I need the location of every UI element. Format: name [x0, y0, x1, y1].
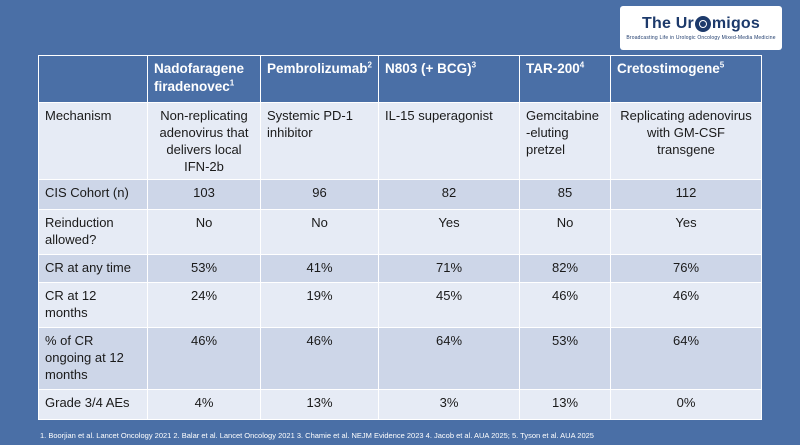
table-row: Reinduction allowed? No No Yes No Yes	[38, 209, 762, 255]
table-cell: 45%	[378, 282, 520, 328]
table-cell: Non-replicating adenovirus that delivers…	[147, 102, 261, 180]
table-cell: 53%	[519, 327, 611, 390]
logo-mark-icon	[694, 16, 711, 32]
logo-title-suffix: migos	[711, 15, 760, 32]
table-row: CIS Cohort (n) 103 96 82 85 112	[38, 179, 762, 210]
table-cell: 46%	[260, 327, 379, 390]
row-label: Reinduction allowed?	[38, 209, 148, 255]
table-cell: 13%	[260, 389, 379, 420]
table-cell: 19%	[260, 282, 379, 328]
uromigos-logo: The Ur migos Broadcasting Life in Urolog…	[620, 6, 782, 50]
table-cell: 53%	[147, 254, 261, 283]
header-cretostimogene: Cretostimogene5	[610, 55, 762, 103]
table-cell: 76%	[610, 254, 762, 283]
comparison-table: Nadofaragene firadenovec1 Pembrolizumab2…	[38, 55, 762, 420]
table-cell: Systemic PD-1 inhibitor	[260, 102, 379, 180]
table-cell: 64%	[610, 327, 762, 390]
logo-title: The Ur migos	[642, 15, 760, 33]
table-cell: 82%	[519, 254, 611, 283]
logo-subtitle: Broadcasting Life in Urologic Oncology M…	[626, 35, 776, 41]
header-row: Nadofaragene firadenovec1 Pembrolizumab2…	[38, 55, 762, 103]
row-label: Grade 3/4 AEs	[38, 389, 148, 420]
row-label: CR at any time	[38, 254, 148, 283]
table-row: Grade 3/4 AEs 4% 13% 3% 13% 0%	[38, 389, 762, 420]
table-row: CR at 12 months 24% 19% 45% 46% 46%	[38, 282, 762, 328]
row-label: % of CR ongoing at 12 months	[38, 327, 148, 390]
table-cell: No	[147, 209, 261, 255]
table-cell: 24%	[147, 282, 261, 328]
table-cell: 71%	[378, 254, 520, 283]
header-tar200: TAR-2004	[519, 55, 611, 103]
table-cell: 64%	[378, 327, 520, 390]
table-cell: 4%	[147, 389, 261, 420]
table-row: Mechanism Non-replicating adenovirus tha…	[38, 102, 762, 180]
row-label: CR at 12 months	[38, 282, 148, 328]
table-cell: 3%	[378, 389, 520, 420]
table-cell: Gemcitabine -eluting pretzel	[519, 102, 611, 180]
table-cell: IL-15 superagonist	[378, 102, 520, 180]
header-n803: N803 (+ BCG)3	[378, 55, 520, 103]
table-row: CR at any time 53% 41% 71% 82% 76%	[38, 254, 762, 283]
table-cell: 85	[519, 179, 611, 210]
table-cell: Yes	[610, 209, 762, 255]
header-pembrolizumab: Pembrolizumab2	[260, 55, 379, 103]
table-cell: 41%	[260, 254, 379, 283]
table-cell: 96	[260, 179, 379, 210]
table-cell: No	[260, 209, 379, 255]
table-cell: Yes	[378, 209, 520, 255]
header-nadofaragene: Nadofaragene firadenovec1	[147, 55, 261, 103]
table-cell: 103	[147, 179, 261, 210]
table-cell: 13%	[519, 389, 611, 420]
table-cell: 112	[610, 179, 762, 210]
table-row: % of CR ongoing at 12 months 46% 46% 64%…	[38, 327, 762, 390]
table-cell: 46%	[519, 282, 611, 328]
table-cell: 0%	[610, 389, 762, 420]
logo-title-prefix: The Ur	[642, 15, 694, 32]
table-cell: 46%	[147, 327, 261, 390]
corner-cell	[38, 55, 148, 103]
table-cell: 46%	[610, 282, 762, 328]
table-cell: 82	[378, 179, 520, 210]
row-label: Mechanism	[38, 102, 148, 180]
references-footnote: 1. Boorjian et al. Lancet Oncology 2021 …	[40, 431, 594, 440]
table-cell: No	[519, 209, 611, 255]
table-cell: Replicating adenovirus with GM-CSF trans…	[610, 102, 762, 180]
row-label: CIS Cohort (n)	[38, 179, 148, 210]
